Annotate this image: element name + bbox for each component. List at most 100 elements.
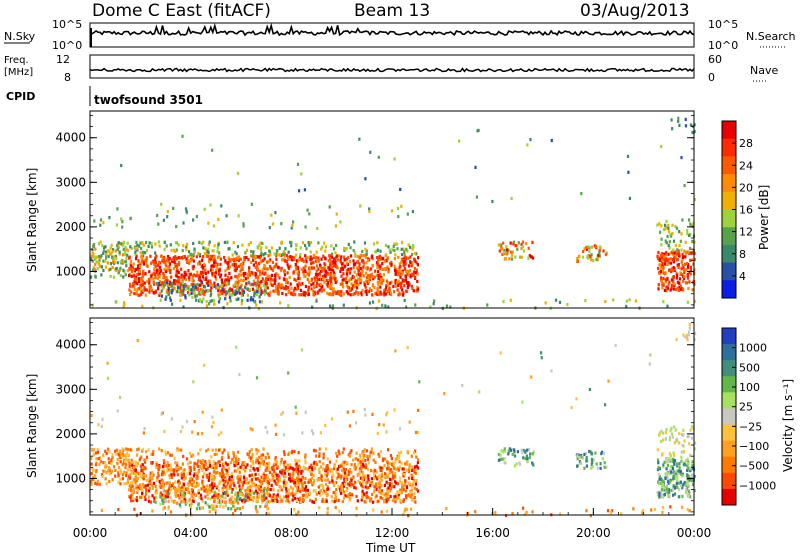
range-cell [283,471,287,476]
range-cell [384,243,387,247]
range-cell [364,290,368,294]
range-cell [584,451,587,456]
range-cell [677,281,681,285]
range-cell [330,259,333,263]
range-cell [256,267,259,271]
range-cell [583,247,586,251]
range-cell [156,276,159,281]
range-cell [232,290,235,294]
range-cell [186,462,190,466]
range-cell [314,255,318,259]
range-cell [238,470,241,474]
range-cell [176,448,179,452]
range-cell [252,253,255,257]
range-cell [324,447,328,451]
range-cell [672,453,675,458]
range-cell [107,268,110,272]
range-cell [181,425,184,429]
range-cell [210,465,213,469]
range-cell [661,286,664,290]
range-cell [384,472,387,476]
range-cell [137,259,140,263]
range-cell [223,283,226,287]
range-cell [207,289,210,293]
range-cell [540,351,543,355]
range-cell [694,332,697,336]
range-cell [504,257,507,261]
range-cell [187,250,191,254]
range-cell [266,430,269,434]
range-cell [203,262,206,267]
range-cell [433,299,436,303]
range-cell [132,489,135,493]
range-cell [405,496,408,500]
range-cell [357,462,360,466]
range-cell [155,254,158,258]
range-cell [371,492,374,497]
range-cell [201,484,205,488]
range-cell [334,276,337,281]
range-cell [176,463,179,467]
range-cell [201,258,204,262]
station-title: Dome C East (fitACF) [92,1,271,21]
range-cell [133,507,136,511]
range-cell [90,254,93,258]
range-cell [227,455,230,459]
range-cell [218,460,221,464]
range-cell [362,274,365,278]
range-cell [338,509,341,513]
range-cell [658,222,661,226]
range-cell [126,468,129,472]
range-cell [665,428,668,432]
range-cell [136,453,139,457]
range-cell [108,250,111,254]
range-cell [148,277,151,282]
range-cell [157,287,160,291]
range-cell [683,275,686,279]
range-cell [374,482,377,486]
range-cell [353,485,356,490]
range-cell [665,487,668,491]
range-cell [326,284,329,288]
range-cell [474,510,477,514]
range-cell [138,244,141,248]
range-cell [662,252,666,257]
range-cell [684,240,687,244]
range-cell [190,454,193,458]
velocity-data-cells [90,323,697,518]
range-cell [255,457,258,461]
range-cell [402,471,405,475]
range-cell [411,247,414,251]
range-cell [259,486,262,490]
range-cell [417,408,420,412]
range-cell [169,463,172,467]
range-cell [691,464,694,468]
range-cell [299,466,302,470]
range-cell [96,448,99,452]
range-cell [379,476,382,480]
range-cell [275,249,279,253]
range-cell [295,278,298,283]
range-cell [310,429,314,433]
range-cell [224,461,227,465]
range-cell [262,487,265,491]
range-cell [177,275,180,279]
range-cell [331,265,334,269]
range-cell [508,447,512,451]
range-cell [94,481,97,485]
range-cell [293,255,296,260]
range-cell [179,486,182,490]
range-cell [298,189,301,193]
range-cell [660,224,663,228]
range-cell [585,509,588,513]
range-cell [240,302,243,306]
range-cell [367,474,370,478]
range-cell [367,280,371,284]
range-cell [129,476,132,480]
range-cell [216,262,219,267]
range-cell [121,463,124,467]
range-cell [192,499,195,503]
range-cell [677,116,680,120]
range-cell [92,268,95,272]
range-cell [210,266,213,271]
